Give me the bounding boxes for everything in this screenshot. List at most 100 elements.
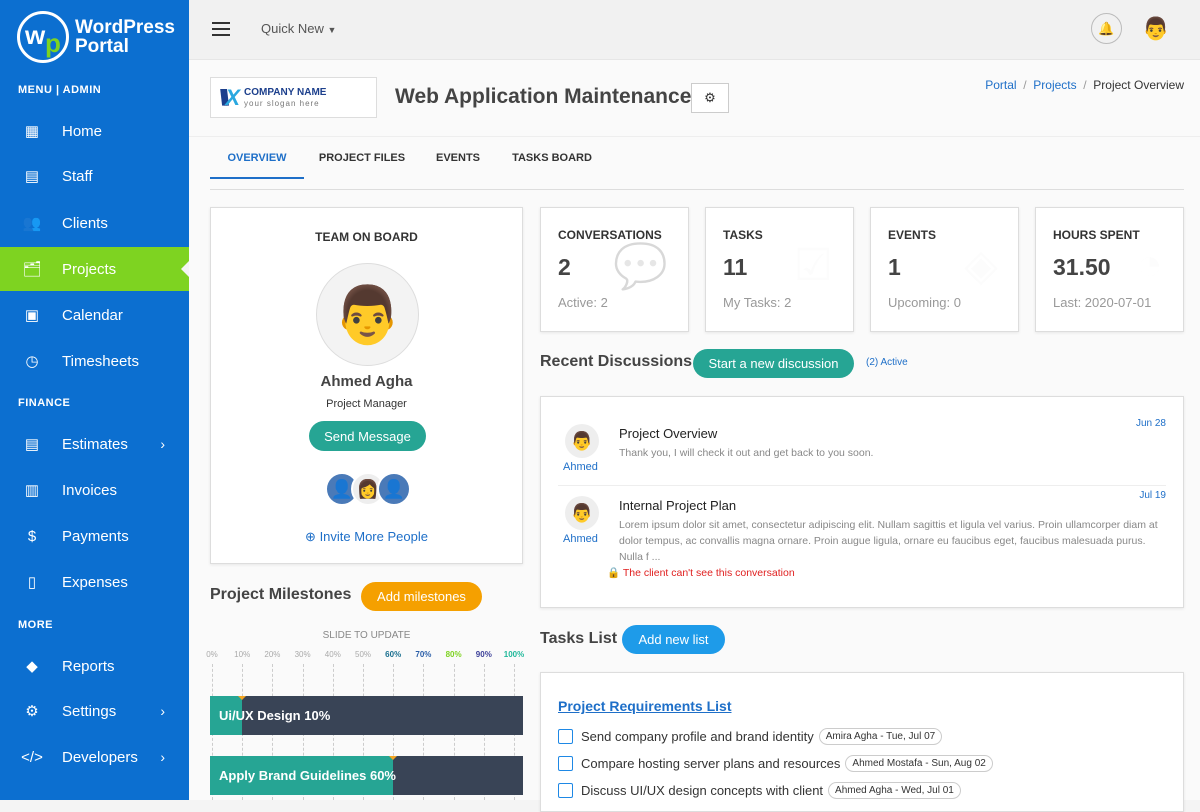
user-avatar[interactable]: 👨	[1142, 16, 1170, 41]
palette-icon: ◔	[1136, 240, 1163, 289]
progress-tick-label: 0%	[206, 650, 218, 659]
slide-to-update-label: SLIDE TO UPDATE	[322, 630, 411, 641]
sidebar-item-projects[interactable]: 🗂 Projects	[0, 247, 189, 291]
sidebar: w p WordPress Portal MENU | ADMIN FINANCE…	[0, 0, 189, 800]
member-name: Ahmed Agha	[320, 373, 413, 390]
sidebar-item-invoices[interactable]: ▥ Invoices	[0, 468, 189, 512]
gear-icon: ⚙	[25, 703, 39, 720]
sidebar-item-home[interactable]: ▦ Home	[0, 109, 189, 153]
topbar: Quick New ▼ 🔔 👨	[189, 0, 1200, 60]
sidebar-item-timesheets[interactable]: ◷ Timesheets	[0, 339, 189, 383]
stat-subtext: Upcoming: 0	[888, 295, 961, 310]
author-avatar: 👨	[565, 424, 599, 458]
tasks-card	[540, 672, 1184, 812]
progress-tick-label: 30%	[294, 650, 311, 659]
hamburger-menu-icon[interactable]	[212, 22, 230, 36]
stat-title: TASKS	[723, 228, 763, 242]
stat-title: HOURS SPENT	[1053, 228, 1140, 242]
member-avatar[interactable]: 👤	[377, 472, 411, 506]
discussions-title: Recent Discussions	[540, 353, 693, 370]
stat-card-conversations[interactable]: 💬 CONVERSATIONS 2 Active: 2	[540, 207, 689, 332]
milestone-progress-fill	[210, 756, 394, 795]
slider-handle[interactable]	[238, 696, 247, 704]
discussion-title[interactable]: Internal Project Plan	[619, 498, 737, 513]
sidebar-item-clients[interactable]: 👥 Clients	[0, 201, 189, 245]
milestone-slider[interactable]: Ui/UX Design 10%	[210, 696, 523, 735]
author-name[interactable]: Ahmed	[563, 461, 598, 473]
sidebar-item-estimates[interactable]: ▤ Estimates ›	[0, 422, 189, 466]
stat-value: 11	[723, 254, 748, 280]
stat-card-hours-spent[interactable]: ◔ HOURS SPENT 31.50 Last: 2020-07-01	[1035, 207, 1184, 332]
gear-icon: ⚙	[704, 90, 716, 105]
task-checkbox[interactable]	[558, 783, 573, 798]
breadcrumb-portal[interactable]: Portal	[985, 78, 1017, 92]
invoice-icon: ▥	[24, 482, 40, 499]
invite-more-link[interactable]: ⊕ Invite More People	[211, 529, 522, 545]
invite-label: Invite More People	[319, 529, 428, 544]
tab-overview[interactable]: OVERVIEW	[210, 152, 304, 179]
checkbox-icon: ☑	[793, 241, 833, 290]
quick-new-dropdown[interactable]: Quick New ▼	[261, 21, 336, 36]
task-assignee-chip: Ahmed Agha - Wed, Jul 01	[828, 782, 961, 799]
active-discussions-link[interactable]: (2) Active	[866, 357, 908, 368]
tab-tasks-board[interactable]: TASKS BOARD	[512, 152, 592, 164]
author-avatar: 👨	[565, 496, 599, 530]
member-role: Project Manager	[326, 398, 407, 410]
sidebar-item-label: Invoices	[62, 481, 118, 499]
project-settings-button[interactable]: ⚙	[691, 83, 729, 113]
lock-icon: 🔒	[607, 567, 621, 579]
author-name[interactable]: Ahmed	[563, 533, 598, 545]
warning-text: The client can't see this conversation	[622, 567, 795, 579]
caret-down-icon: ▼	[327, 25, 337, 35]
task-item: Send company profile and brand identity A…	[558, 728, 943, 745]
section-finance: FINANCE	[18, 397, 71, 409]
chevron-right-icon: ›	[160, 703, 165, 719]
slider-handle[interactable]	[389, 756, 398, 764]
tasks-title: Tasks List	[540, 630, 618, 647]
discussion-text: Thank you, I will check it out and get b…	[619, 447, 874, 459]
add-milestones-button[interactable]: Add milestones	[361, 582, 482, 611]
folder-icon: 🗂	[22, 261, 42, 278]
discussion-item[interactable]: 👨 Ahmed Internal Project Plan Jul 19 Lor…	[558, 490, 1166, 590]
sidebar-item-label: Home	[62, 122, 103, 140]
notification-bell-icon[interactable]: 🔔	[1091, 13, 1122, 44]
send-message-button[interactable]: Send Message	[309, 421, 426, 451]
task-checkbox[interactable]	[558, 729, 573, 744]
dashboard-icon: ▦	[24, 123, 40, 140]
sidebar-item-expenses[interactable]: ▯ Expenses	[0, 560, 189, 604]
sidebar-item-label: Payments	[62, 527, 129, 545]
sidebar-item-developers[interactable]: </> Developers ›	[0, 735, 189, 779]
timesheet-icon: ◷	[25, 353, 39, 370]
progress-tick-label: 20%	[264, 650, 281, 659]
add-new-list-button[interactable]: Add new list	[622, 625, 725, 654]
private-warning: 🔒 The client can't see this conversation	[607, 566, 795, 579]
tab-events[interactable]: EVENTS	[435, 152, 480, 164]
stat-card-events[interactable]: ◈ EVENTS 1 Upcoming: 0	[870, 207, 1019, 332]
stat-card-tasks[interactable]: ☑ TASKS 11 My Tasks: 2	[705, 207, 854, 332]
sidebar-item-reports[interactable]: ◆ Reports	[0, 644, 189, 688]
tab-project-files[interactable]: PROJECT FILES	[318, 152, 406, 164]
stat-subtext: Active: 2	[558, 295, 608, 310]
milestone-slider[interactable]: Apply Brand Guidelines 60%	[210, 756, 523, 795]
team-avatars: 👤 👩 👤	[325, 472, 411, 506]
brand-logo[interactable]: w p WordPress Portal	[17, 11, 175, 63]
progress-tick-label: 40%	[324, 650, 341, 659]
milestone-progress-fill	[210, 696, 243, 735]
sidebar-item-payments[interactable]: $ Payments	[0, 514, 189, 558]
start-discussion-button[interactable]: Start a new discussion	[693, 349, 854, 378]
discussion-item[interactable]: 👨 Ahmed Project Overview Jun 28 Thank yo…	[558, 418, 1166, 486]
sidebar-item-settings[interactable]: ⚙ Settings ›	[0, 689, 189, 733]
sidebar-item-label: Clients	[62, 214, 108, 232]
task-item: Discuss UI/UX design concepts with clien…	[558, 782, 961, 799]
breadcrumb-projects[interactable]: Projects	[1033, 78, 1077, 92]
sidebar-item-calendar[interactable]: ▣ Calendar	[0, 293, 189, 337]
task-checkbox[interactable]	[558, 756, 573, 771]
layers-icon: ◈	[964, 241, 998, 290]
progress-tick-label: 60%	[385, 650, 402, 659]
discussion-title[interactable]: Project Overview	[619, 426, 718, 441]
sidebar-item-label: Staff	[62, 167, 93, 185]
progress-tick-label: 70%	[415, 650, 432, 659]
sidebar-item-staff[interactable]: ▤ Staff	[0, 154, 189, 198]
tabs: OVERVIEW PROJECT FILES EVENTS TASKS BOAR…	[210, 152, 608, 179]
task-list-title-link[interactable]: Project Requirements List	[558, 698, 732, 714]
